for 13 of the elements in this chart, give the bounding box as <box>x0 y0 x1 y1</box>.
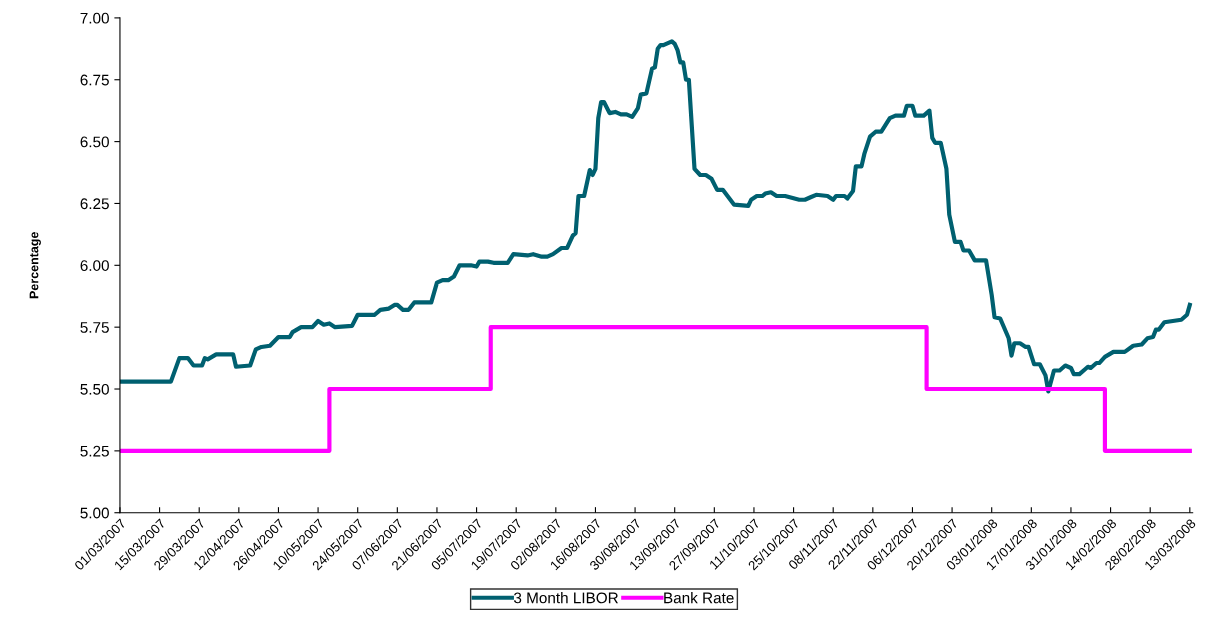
line-series <box>119 39 1192 394</box>
y-tick-label: 5.50 <box>80 383 109 395</box>
legend-label: 3 Month LIBOR <box>513 592 618 604</box>
y-tick-label: 6.25 <box>80 198 109 210</box>
y-tick-label: 7.00 <box>80 12 109 24</box>
y-tick-label: 5.25 <box>80 445 109 457</box>
y-tick-label: 6.75 <box>80 74 109 86</box>
y-tick-label: 6.50 <box>80 136 109 148</box>
y-axis-title: Percentage <box>29 232 41 299</box>
legend-label: Bank Rate <box>664 592 734 604</box>
y-tick-label: 5.75 <box>80 322 109 333</box>
y-tick-label: 5.00 <box>80 507 109 519</box>
y-tick-label: 6.00 <box>80 260 109 271</box>
